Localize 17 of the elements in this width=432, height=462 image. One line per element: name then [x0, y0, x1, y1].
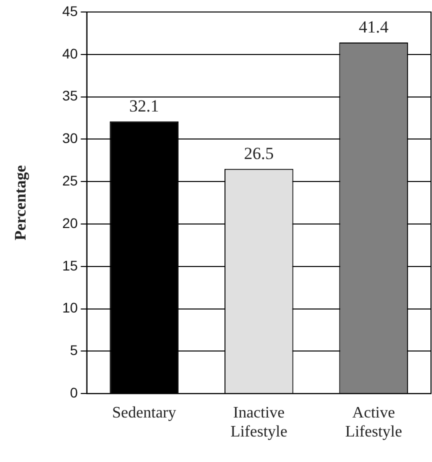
- y-axis-title: Percentage: [12, 165, 30, 240]
- x-tick-label: Sedentary: [112, 404, 176, 422]
- y-tick-label: 30: [62, 130, 78, 146]
- x-tick-label: Active Lifestyle: [345, 404, 402, 441]
- data-label: 41.4: [358, 17, 390, 36]
- y-tick-label: 40: [62, 45, 78, 62]
- data-label: 32.1: [129, 96, 160, 116]
- y-tick-label: 0: [70, 384, 78, 400]
- y-tick-label: 5: [70, 342, 78, 358]
- x-tick-label: Inactive Lifestyle: [230, 404, 288, 441]
- y-tick-label: 35: [62, 88, 78, 104]
- y-tick-label: 20: [62, 214, 78, 231]
- y-tick-label: 45: [62, 2, 78, 19]
- y-tick-label: 10: [62, 300, 78, 316]
- y-tick-label: 25: [62, 172, 78, 188]
- data-label: 26.5: [244, 144, 274, 163]
- y-tick-label: 15: [62, 257, 78, 274]
